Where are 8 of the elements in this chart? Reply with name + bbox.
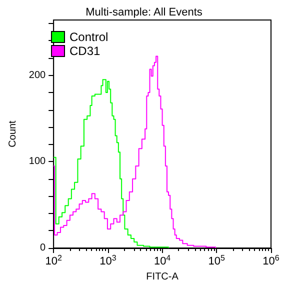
x-axis-title: FITC-A	[146, 272, 179, 282]
chart-title: Multi-sample: All Events	[86, 6, 203, 18]
y-tick-label: 200	[28, 70, 46, 81]
legend-label: Control	[70, 30, 108, 44]
y-axis-title: Count	[8, 120, 18, 148]
y-tick-label: 100	[28, 156, 46, 168]
y-tick-label: 0	[40, 242, 46, 254]
legend-label: CD31	[70, 44, 101, 58]
